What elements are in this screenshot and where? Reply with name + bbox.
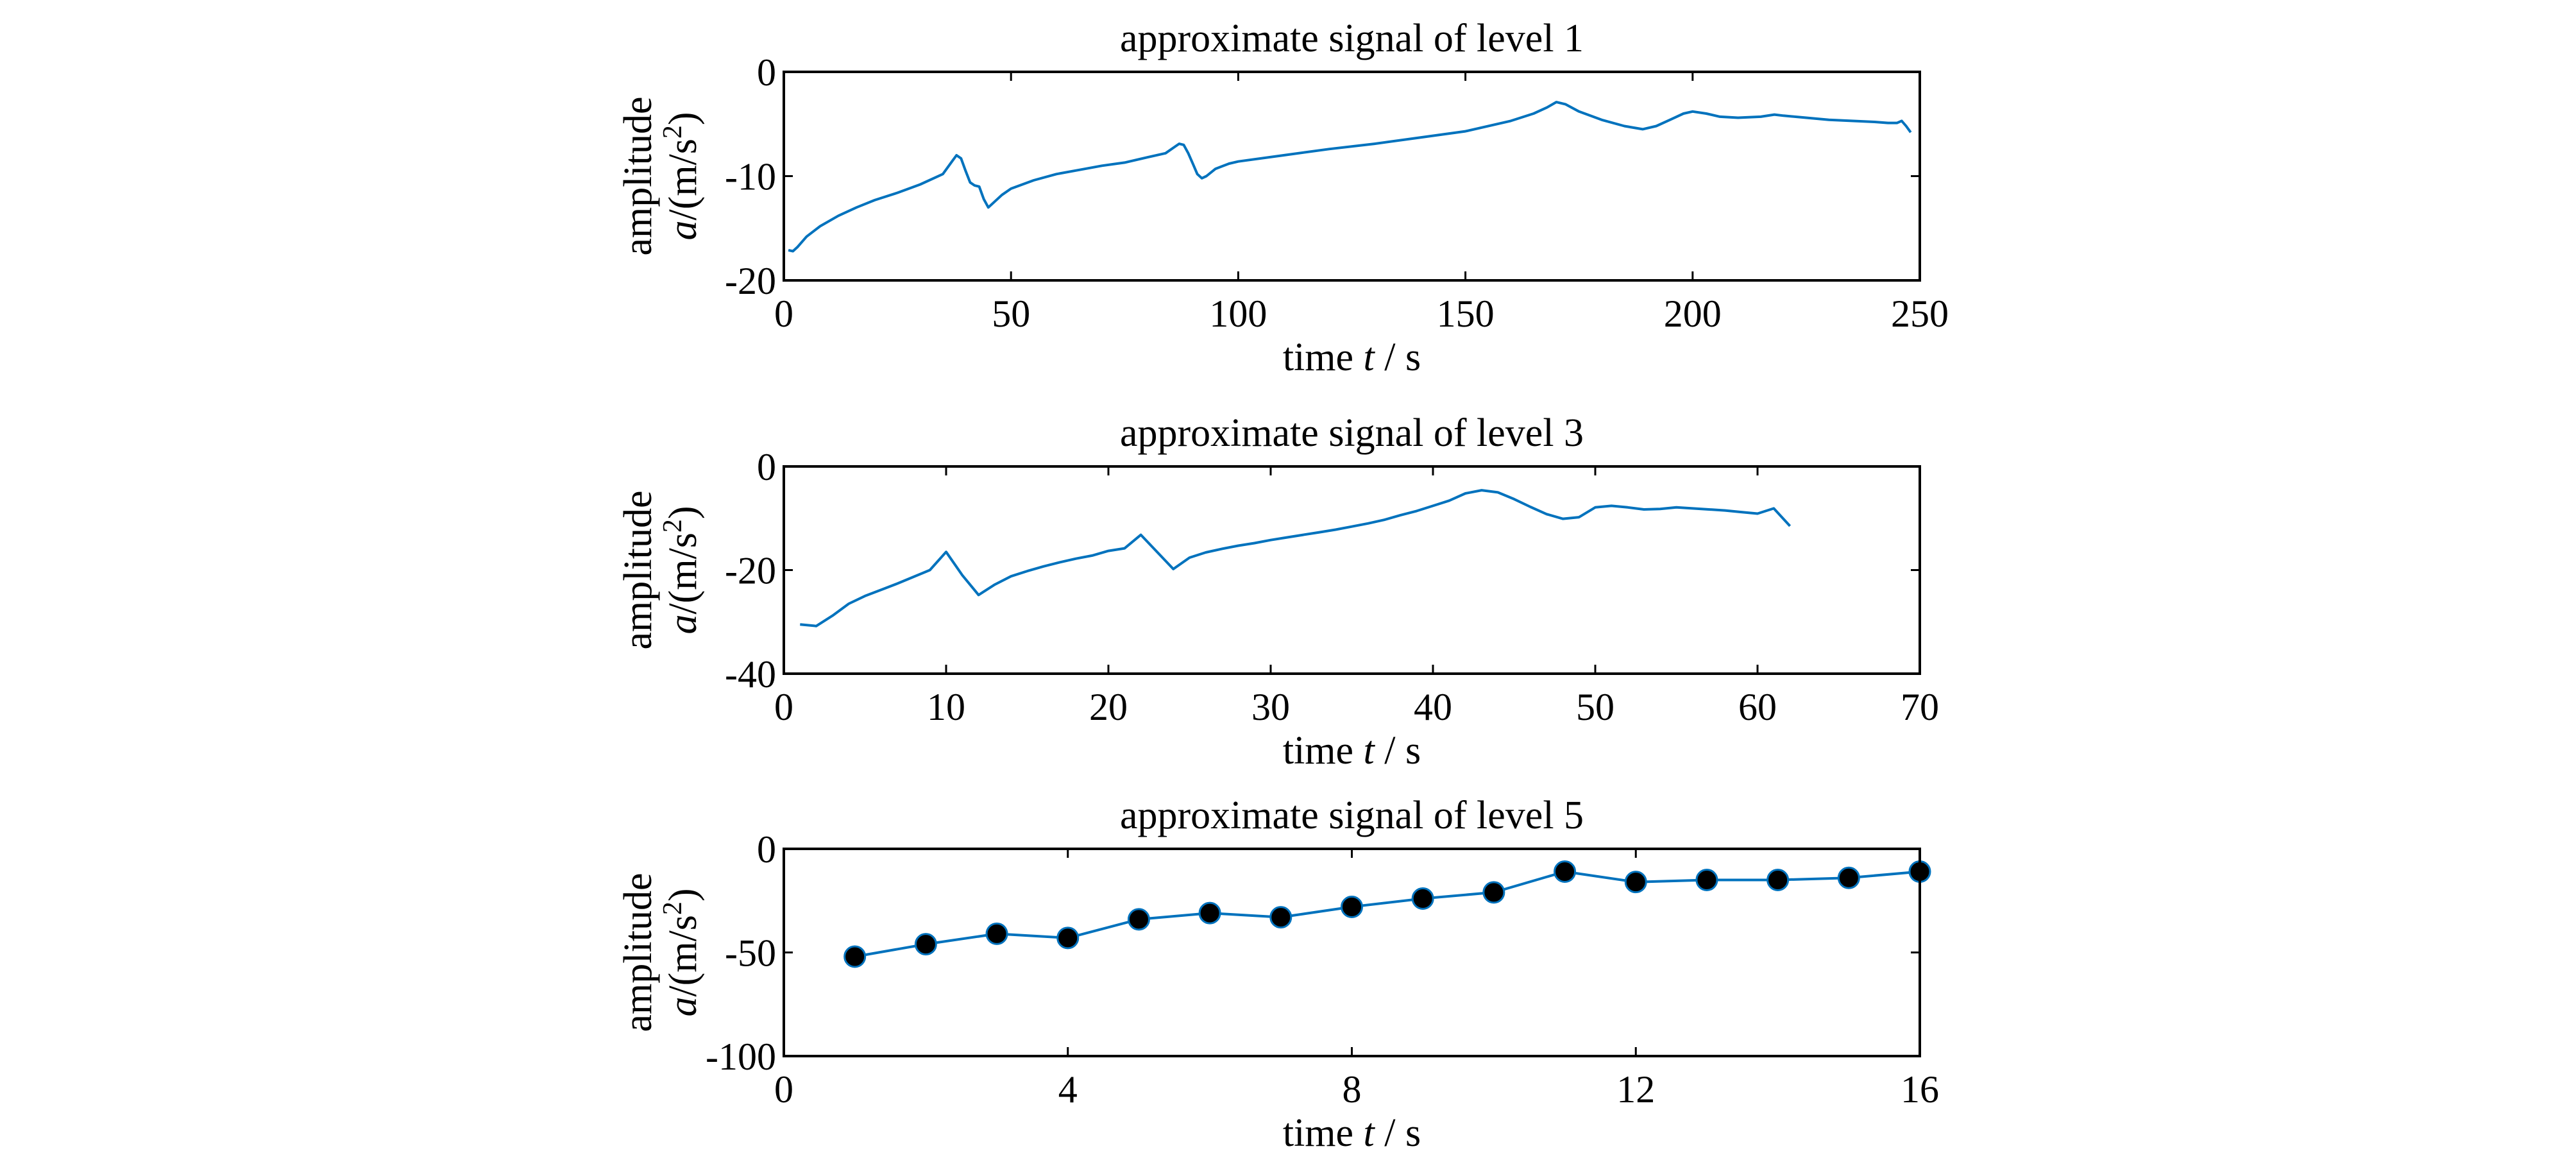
x-tick-label: 200: [1664, 293, 1722, 335]
x-axis-label-variable: t: [1364, 729, 1376, 772]
y-tick-label: -10: [725, 156, 776, 198]
y-tick-label: 0: [757, 51, 776, 94]
plot-frame: [783, 71, 1921, 282]
x-tick-label: 50: [1576, 686, 1614, 728]
y-tick-label: -50: [725, 932, 776, 975]
data-point: [914, 933, 937, 956]
data-point: [1767, 868, 1790, 891]
y-axis-label-line1: amplitude: [616, 491, 660, 650]
y-tick-label: -100: [706, 1036, 776, 1078]
x-tick-label: 0: [774, 686, 793, 728]
x-axis-label-text: time: [1283, 729, 1364, 772]
x-tick-label: 20: [1089, 686, 1128, 728]
x-tick-label: 40: [1414, 686, 1452, 728]
x-axis-label: time t / s: [1283, 1111, 1421, 1155]
x-tick-label: 4: [1058, 1068, 1078, 1111]
y-axis-label-line1: amplitude: [616, 97, 660, 256]
data-point: [1198, 901, 1221, 925]
y-axis-label-variable: a: [661, 997, 705, 1017]
data-point: [1341, 895, 1363, 918]
chart-title: approximate signal of level 5: [1120, 794, 1584, 837]
y-axis-label-superscript: 2: [658, 125, 688, 139]
x-tick-label: 0: [774, 293, 793, 335]
data-point: [1056, 926, 1080, 950]
data-point: [843, 945, 867, 968]
y-axis-label-unit: /(m/s: [661, 533, 705, 614]
y-axis-label-superscript: 2: [658, 901, 688, 915]
x-axis-label: time t / s: [1283, 729, 1421, 772]
x-tick-label: 250: [1891, 293, 1949, 335]
y-axis-label-unit-close: ): [661, 506, 705, 519]
data-point: [1411, 887, 1434, 910]
y-tick-label: -40: [725, 653, 776, 695]
y-axis-label-line2: a/(m/s2): [658, 888, 705, 1016]
x-axis-label: time t / s: [1283, 336, 1421, 379]
y-axis-label-line2: a/(m/s2): [658, 506, 705, 634]
y-axis-label-unit: /(m/s: [661, 139, 705, 220]
subplot-1: approximate signal of level 10 50 100 150 20…: [616, 17, 1949, 379]
y-tick-label: -20: [725, 550, 776, 592]
x-axis-label-text: time: [1283, 336, 1364, 379]
x-tick-label: 60: [1738, 686, 1777, 728]
y-axis-label-unit-close: ): [661, 112, 705, 125]
x-tick-label: 0: [774, 1068, 793, 1111]
y-axis-label-variable: a: [661, 615, 705, 635]
data-point: [1624, 871, 1647, 894]
y-axis-label-unit-close: ): [661, 888, 705, 901]
x-axis-label-unit: / s: [1375, 336, 1421, 379]
x-tick-label: 16: [1901, 1068, 1939, 1111]
plot-frame: [783, 848, 1921, 1057]
x-axis-label-unit: / s: [1375, 1111, 1421, 1155]
x-axis-label-variable: t: [1364, 336, 1376, 379]
x-tick-label: 30: [1251, 686, 1290, 728]
subplot-2: approximate signal of level 30 10 20 30 40 50…: [616, 411, 1939, 772]
y-tick-label: 0: [757, 828, 776, 871]
data-point: [1127, 908, 1150, 931]
data-point: [1482, 881, 1505, 904]
y-axis-label-line1: amplitude: [616, 873, 660, 1032]
data-point: [1269, 906, 1292, 929]
series-line: [800, 489, 1792, 627]
x-tick-label: 12: [1616, 1068, 1655, 1111]
x-tick-label: 70: [1901, 686, 1939, 728]
y-axis-label-line2: a/(m/s2): [658, 112, 705, 240]
data-point: [1837, 866, 1860, 889]
x-axis-label-text: time: [1283, 1111, 1364, 1155]
subplot-3: approximate signal of level 5 0 4 8 12 16 0 -50…: [616, 794, 1939, 1155]
x-tick-label: 8: [1343, 1068, 1362, 1111]
series-line: [854, 870, 1920, 958]
x-axis-label-unit: / s: [1375, 729, 1421, 772]
x-tick-label: 10: [927, 686, 965, 728]
chart-title: approximate signal of level 1: [1120, 17, 1584, 60]
data-point: [1554, 860, 1577, 883]
x-tick-label: 100: [1209, 293, 1267, 335]
x-axis-label-variable: t: [1364, 1111, 1376, 1155]
y-tick-label: -20: [725, 260, 776, 302]
data-point: [1695, 868, 1718, 891]
y-tick-label: 0: [757, 446, 776, 488]
y-axis-label-variable: a: [661, 221, 705, 241]
data-point: [985, 922, 1008, 945]
plot-frame: [783, 465, 1921, 675]
x-tick-label: 150: [1437, 293, 1495, 335]
series-line: [788, 101, 1912, 253]
y-axis-label-unit: /(m/s: [661, 915, 705, 996]
y-axis-label-superscript: 2: [658, 519, 688, 533]
chart-title: approximate signal of level 3: [1120, 411, 1584, 455]
x-tick-label: 50: [992, 293, 1030, 335]
